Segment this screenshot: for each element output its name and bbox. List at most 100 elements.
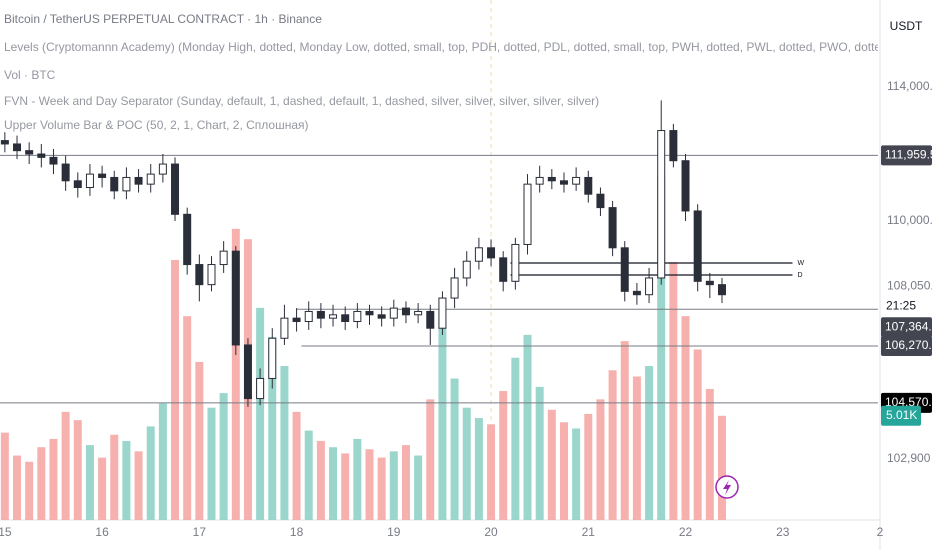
volume-bar	[304, 430, 313, 520]
candle-body	[511, 243, 520, 282]
volume-bar	[414, 455, 423, 520]
volume-bar	[474, 418, 483, 520]
candle-body	[632, 290, 641, 296]
volume-bar	[596, 399, 605, 520]
candle-body	[608, 207, 617, 249]
candle-body	[316, 310, 325, 319]
candle-body	[377, 314, 386, 319]
price-tag-label: 111,959.5	[885, 148, 932, 162]
candle-body	[61, 163, 70, 182]
candle-body	[280, 317, 289, 339]
candle-body	[146, 173, 155, 185]
x-tick-label: 2	[877, 525, 884, 539]
volume-bar	[280, 366, 289, 520]
candle-body	[705, 280, 714, 286]
volume-bar	[669, 262, 678, 520]
y-tick-label: 102,900	[887, 451, 931, 465]
alert-icon[interactable]	[715, 475, 739, 499]
x-tick-label: 19	[387, 525, 401, 539]
y-tick-label: 108,050.0	[887, 279, 932, 293]
volume-bar	[717, 415, 726, 520]
volume-bar	[705, 388, 714, 520]
volume-bar	[426, 399, 435, 520]
volume-bar	[61, 411, 70, 520]
x-tick-label: 22	[679, 525, 693, 539]
plot: WD	[0, 0, 878, 520]
candle-body	[183, 213, 192, 266]
x-tick-label: 17	[193, 525, 207, 539]
candle-body	[474, 247, 483, 262]
candle-body	[207, 264, 216, 286]
candle-body	[414, 310, 423, 316]
volume-bar	[487, 424, 496, 520]
candle-body	[401, 307, 410, 316]
price-tag	[881, 317, 932, 338]
candle-body	[450, 277, 459, 299]
chart-title: Bitcoin / TetherUS PERPETUAL CONTRACT · …	[4, 12, 322, 26]
volume-bar	[146, 426, 155, 520]
candle-body	[389, 307, 398, 319]
candle-body	[645, 277, 654, 296]
volume-bar	[681, 316, 690, 520]
candle-body	[657, 130, 666, 279]
candle-body	[85, 173, 94, 189]
candle-body	[572, 176, 581, 185]
candle-body	[693, 210, 702, 282]
volume-tag	[881, 405, 921, 426]
volume-bar	[134, 451, 143, 520]
candle-body	[231, 250, 240, 346]
candle-body	[438, 297, 447, 329]
candle-body	[134, 176, 143, 185]
volume-bar	[438, 320, 447, 520]
volume-bar	[462, 407, 471, 520]
volume-bar	[657, 176, 666, 520]
x-tick-label: 18	[290, 525, 304, 539]
volume-bar	[292, 411, 301, 520]
candle-body	[596, 193, 605, 209]
volume-bar	[207, 407, 216, 520]
candle-body	[584, 176, 593, 195]
candle-body	[547, 176, 556, 182]
volume-bar	[268, 336, 277, 520]
candle-body	[669, 130, 678, 162]
currency-label[interactable]: USDT	[890, 19, 923, 33]
volume-bar	[523, 334, 532, 520]
price-tag-label: 106,270.0	[885, 338, 932, 352]
volume-bar	[389, 451, 398, 520]
x-tick-label: 20	[484, 525, 498, 539]
volume-bar	[219, 393, 228, 520]
candle-body	[13, 143, 22, 152]
volume-bar	[122, 440, 131, 520]
candle-body	[462, 260, 471, 279]
x-tick-label: 23	[776, 525, 790, 539]
volume-bar	[98, 457, 107, 520]
volume-tag-label: 5.01K	[886, 408, 917, 422]
volume-bar	[572, 428, 581, 520]
volume-bar	[13, 455, 22, 520]
volume-bar	[231, 228, 240, 520]
volume-bar	[158, 403, 167, 520]
price-tag-label: 107,364.2	[885, 319, 932, 333]
volume-bar	[25, 461, 34, 520]
indicator-label: Upper Volume Bar & POC (50, 2, 1, Chart,…	[4, 118, 309, 132]
x-tick-label: 21	[582, 525, 596, 539]
volume-bar	[37, 447, 46, 520]
candle-body	[98, 173, 107, 178]
candle-body	[268, 337, 277, 379]
candle-body	[426, 310, 435, 329]
y-tick-label: 114,000.0	[887, 79, 932, 93]
candle-body	[243, 344, 252, 400]
candle-body	[158, 163, 167, 175]
candle-body	[73, 180, 82, 189]
volume-bar	[365, 449, 374, 520]
candle-body	[365, 310, 374, 316]
candle-body	[171, 163, 180, 215]
candle-body	[559, 180, 568, 185]
volume-bar	[511, 357, 520, 520]
candle-body	[329, 314, 338, 319]
volume-bar	[316, 440, 325, 520]
candle-body	[37, 153, 46, 158]
candle-body	[535, 176, 544, 185]
indicator-label: Vol · BTC	[4, 68, 56, 82]
volume-bar	[171, 260, 180, 520]
